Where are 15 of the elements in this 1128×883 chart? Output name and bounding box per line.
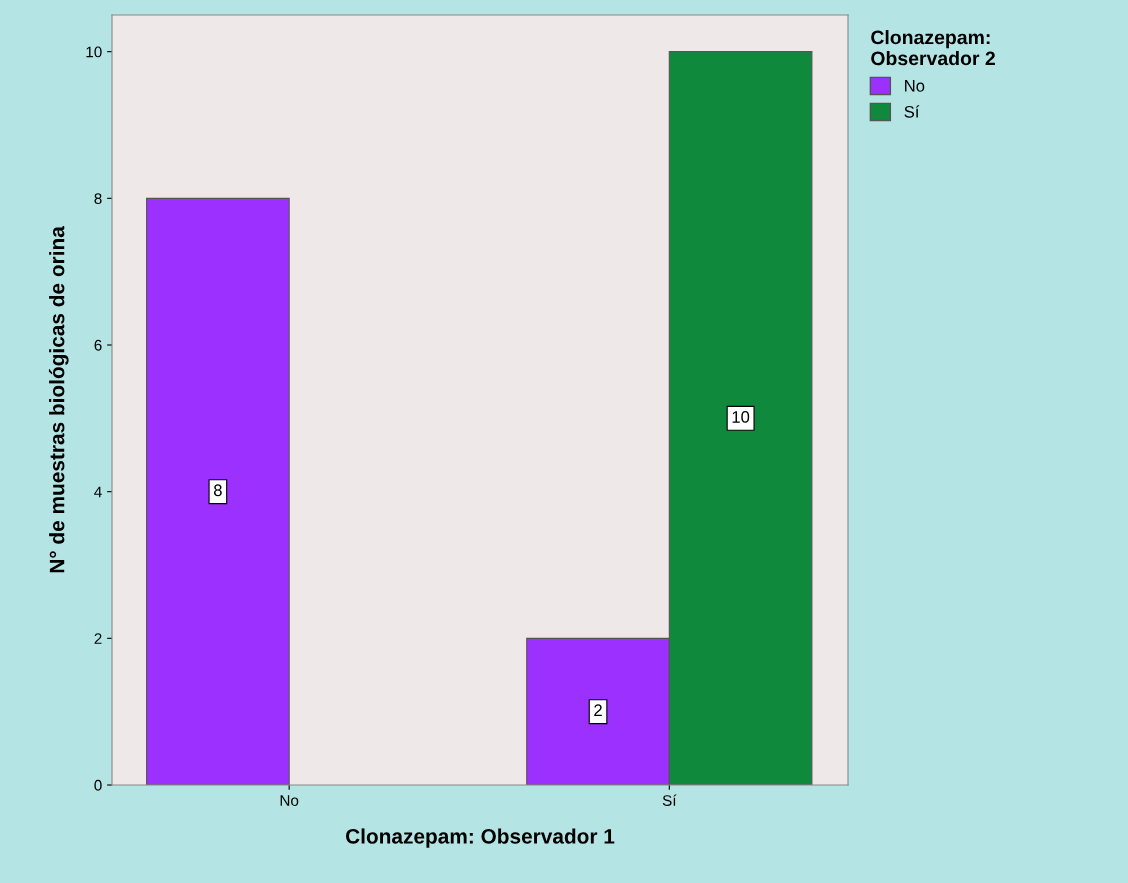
bar [146, 197, 290, 785]
y-tick-label: 10 [86, 46, 102, 58]
y-tick-label: 4 [94, 486, 102, 498]
y-tick-label: 2 [94, 633, 102, 644]
x-axis-title: Clonazepam: Observador 1 [345, 828, 615, 848]
legend-label: No [905, 80, 925, 92]
y-axis-title: N° de muestras biológicas de orina [48, 226, 69, 573]
data-label: 2 [594, 704, 602, 716]
y-tick-label: 6 [94, 339, 102, 351]
data-label: 10 [732, 411, 750, 423]
data-label: 8 [213, 484, 222, 497]
legend-label: Sí [904, 105, 920, 118]
y-tick-label: 0 [94, 779, 102, 791]
y-tick-label: 8 [94, 193, 102, 205]
legend-title: Clonazepam: Observador 2 [871, 30, 995, 66]
